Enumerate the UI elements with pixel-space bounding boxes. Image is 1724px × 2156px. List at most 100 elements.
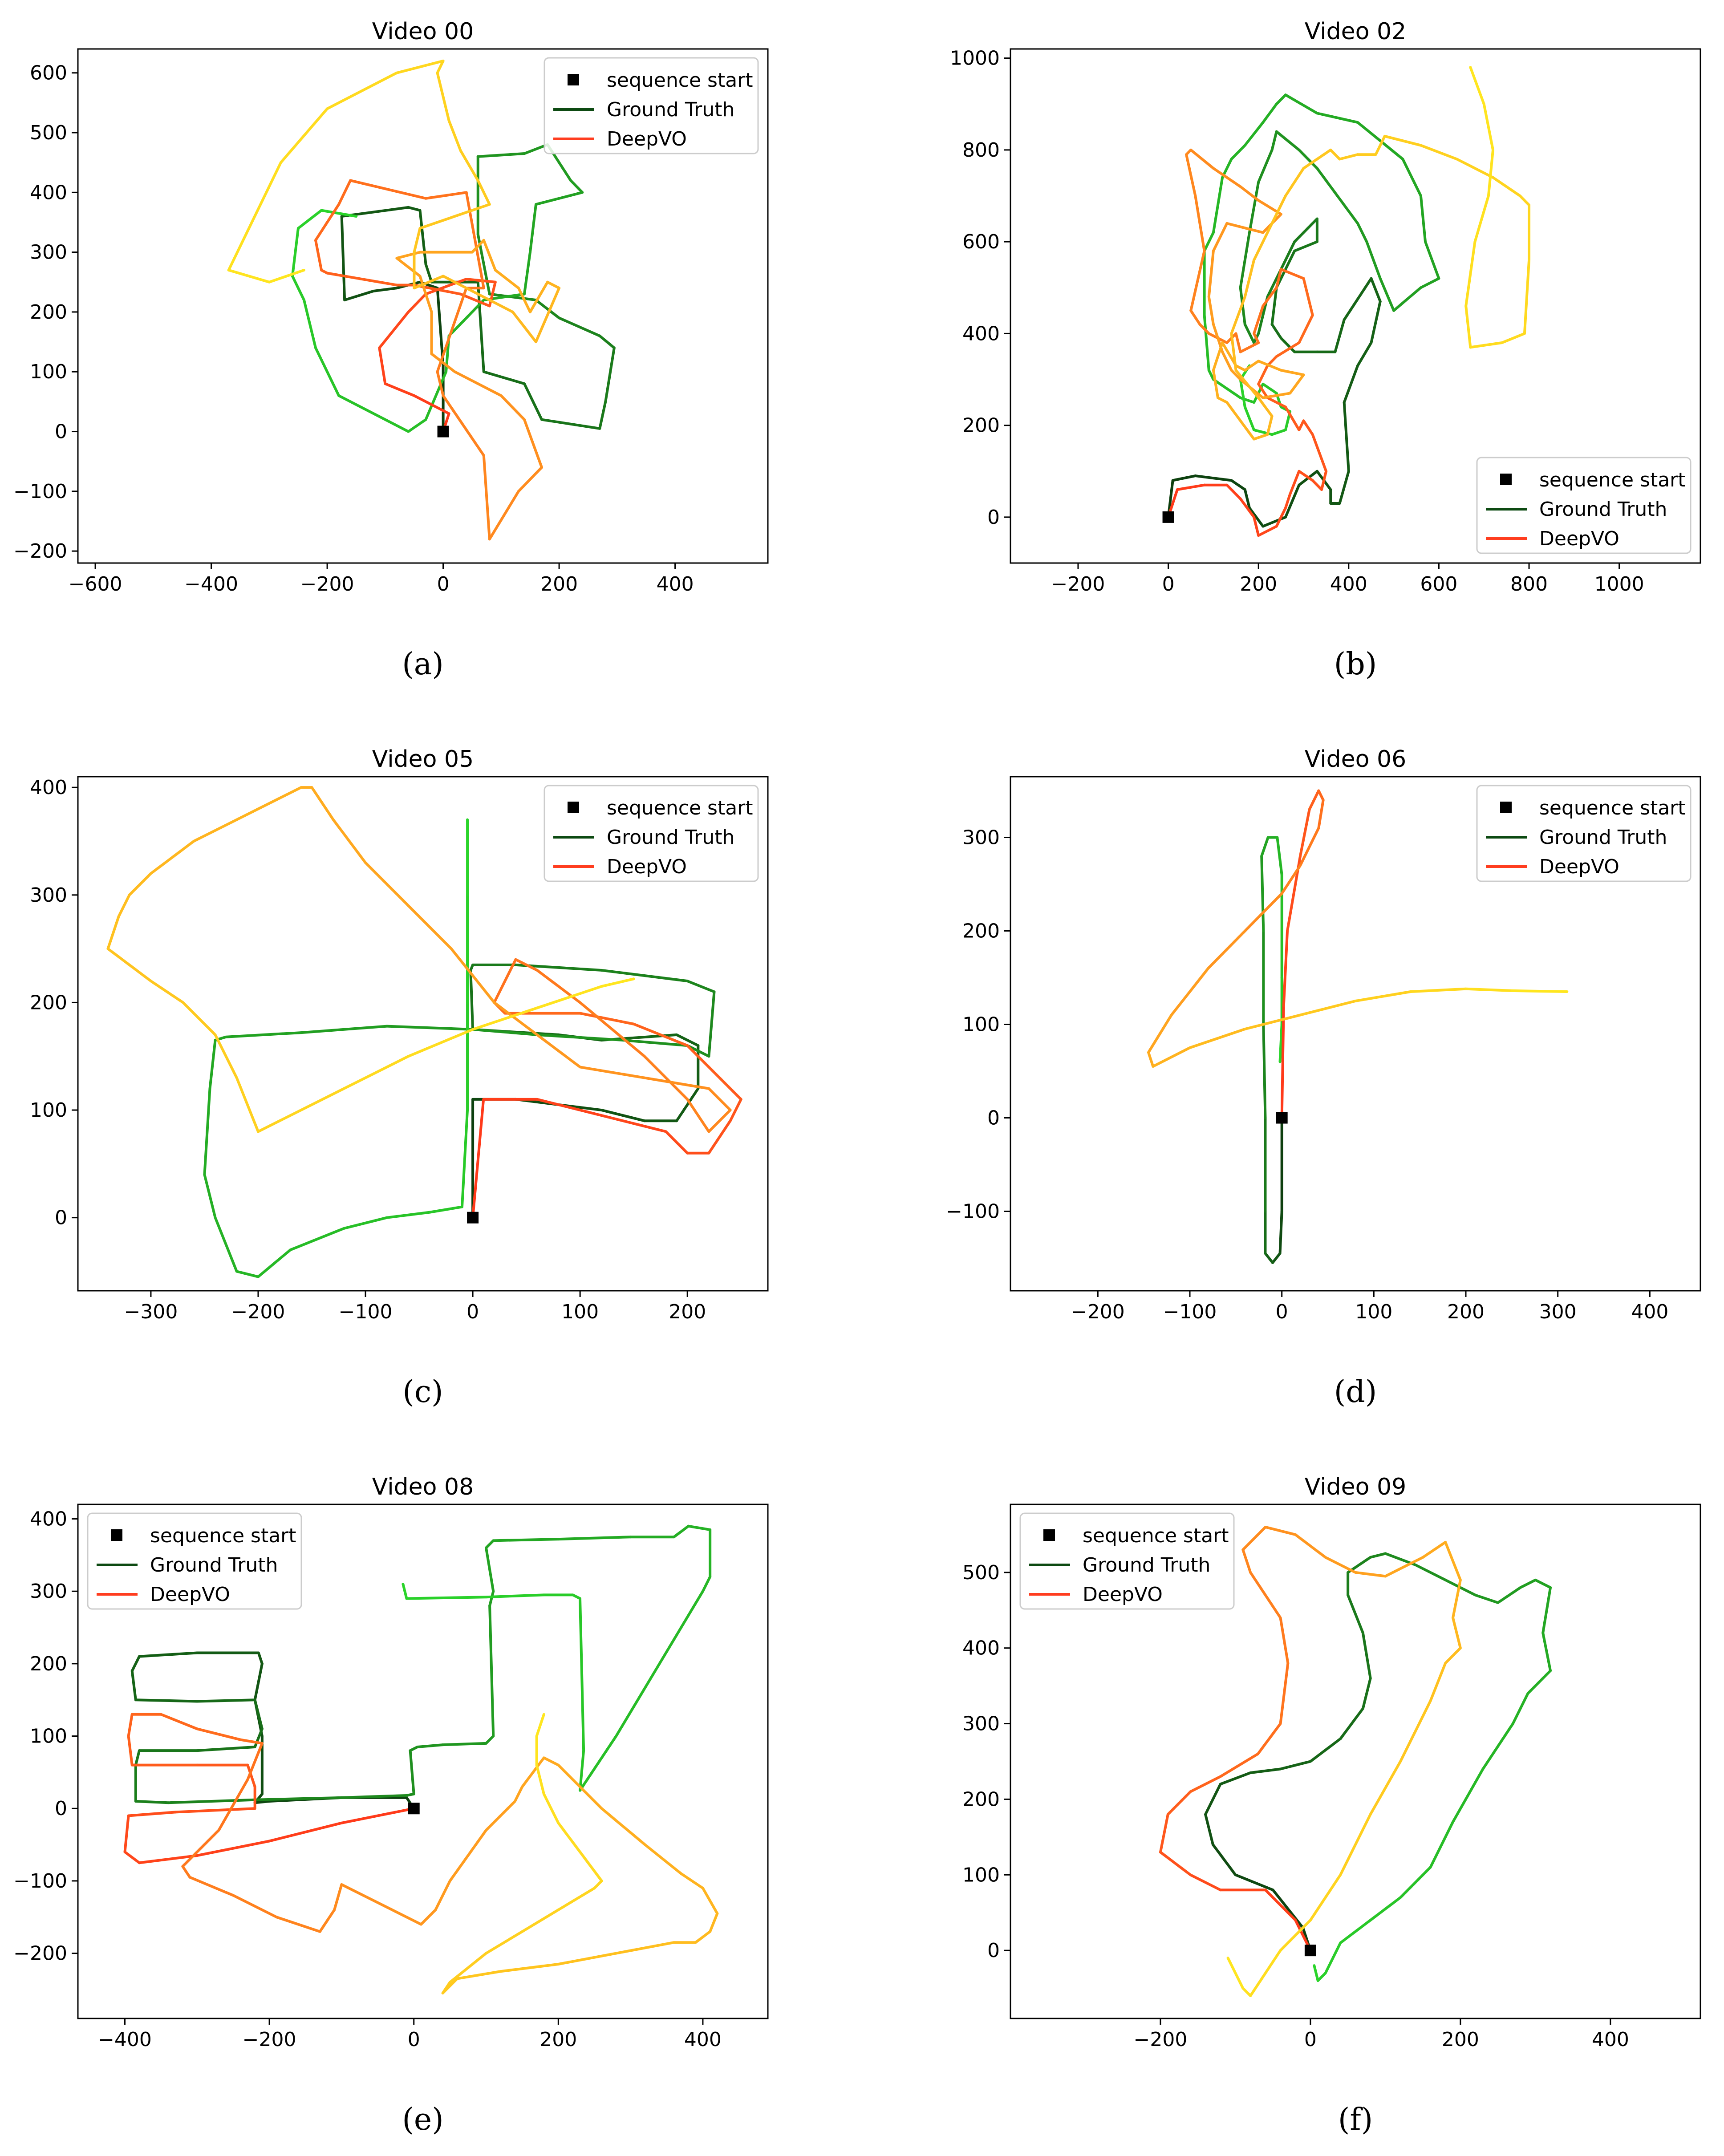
deepvo-trajectory — [227, 59, 561, 541]
trajectory-segment — [1294, 1533, 1327, 1559]
trajectory-segment — [1311, 479, 1323, 491]
sequence-start-marker — [408, 1803, 420, 1815]
trajectory-segment — [1452, 1616, 1462, 1649]
trajectory-segment — [1518, 195, 1531, 207]
trajectory-segment — [1339, 1813, 1372, 1876]
trajectory-segment — [542, 1756, 560, 1767]
trajectory-segment — [1271, 1889, 1305, 1929]
trajectory-segment — [430, 352, 456, 373]
trajectory-segment — [1253, 304, 1265, 335]
trajectory-segment — [436, 71, 450, 122]
trajectory-segment — [557, 1763, 603, 1810]
trajectory-segment — [310, 786, 335, 821]
legend-box — [1476, 785, 1692, 882]
trajectory-segment — [1256, 1722, 1282, 1755]
trajectory-segment — [1262, 102, 1278, 124]
trajectory-segment — [418, 203, 491, 230]
trajectory-segment — [1275, 249, 1296, 289]
trajectory-segment — [402, 1582, 408, 1600]
trajectory-segment — [1469, 66, 1485, 105]
trajectory-segment — [729, 1087, 742, 1101]
trajectory-segment — [130, 1655, 141, 1673]
x-tick-label: 100 — [561, 1301, 599, 1323]
trajectory-segment — [214, 1216, 238, 1273]
trajectory-segment — [557, 1952, 618, 1966]
y-tick-label: 200 — [962, 414, 1000, 437]
trajectory-segment — [1510, 989, 1569, 993]
trajectory-segment — [208, 1038, 217, 1090]
y-tick-label: 400 — [30, 181, 67, 204]
trajectory-segment — [1324, 1556, 1357, 1574]
y-tick-label: 500 — [30, 122, 67, 144]
trajectory-segment — [1334, 318, 1346, 353]
plot-area — [1167, 66, 1531, 537]
trajectory-segment — [1249, 1571, 1282, 1619]
trajectory-segment — [256, 1119, 281, 1133]
trajectory-segment — [1279, 1616, 1290, 1665]
trajectory-segment — [1194, 195, 1206, 252]
trajectory-segment — [579, 1749, 585, 1792]
trajectory-segment — [1270, 428, 1287, 436]
sequence-start-marker — [1304, 1945, 1316, 1957]
trajectory-segment — [482, 370, 526, 385]
x-tick-label: 200 — [1442, 2028, 1479, 2051]
trajectory-segment — [485, 1593, 545, 1599]
trajectory-segment — [1262, 286, 1278, 308]
x-tick-label: 400 — [1631, 1301, 1668, 1323]
trajectory-segment — [499, 1962, 560, 1973]
x-tick-label: −100 — [1163, 1301, 1217, 1323]
chart-panel-f: Video 09 −200 0 200 400 0 100 200 300 400 500 seque… — [962, 1474, 1701, 2137]
trajectory-segment — [1399, 1866, 1432, 1899]
y-tick-label: 100 — [30, 1099, 67, 1122]
trajectory-segment — [1481, 1722, 1514, 1771]
trajectory-segment — [535, 1763, 545, 1795]
chart-title: Video 09 — [1305, 1474, 1406, 1500]
trajectory-segment — [546, 280, 561, 290]
trajectory-segment — [1429, 1662, 1447, 1702]
legend: sequence start Ground Truth DeepVO — [87, 1512, 302, 1610]
y-tick-label: 600 — [962, 231, 1000, 253]
trajectory-segment — [528, 280, 549, 313]
trajectory-segment — [528, 203, 537, 254]
trajectory-segment — [1429, 1820, 1455, 1869]
trajectory-segment — [1207, 929, 1246, 970]
y-tick-label: 400 — [962, 1637, 1000, 1660]
ground-truth-trajectory — [203, 818, 716, 1278]
trajectory-segment — [535, 1033, 625, 1042]
trajectory-segment — [1329, 185, 1359, 225]
axes-frame — [1010, 48, 1701, 564]
legend-box — [1019, 1512, 1235, 1610]
legend-label: DeepVO — [150, 1583, 230, 1606]
trajectory-segment — [1452, 1578, 1462, 1619]
trajectory-segment — [253, 1796, 343, 1801]
trajectory-segment — [1279, 1919, 1312, 1952]
trajectory-segment — [535, 1713, 545, 1738]
y-tick-label: 200 — [962, 920, 1000, 943]
trajectory-segment — [664, 1130, 689, 1155]
trajectory-segment — [471, 239, 485, 254]
trajectory-segment — [134, 1799, 170, 1804]
trajectory-segment — [340, 215, 346, 302]
trajectory-segment — [1239, 341, 1260, 353]
y-tick-label: 400 — [30, 776, 67, 799]
trajectory-segment — [1455, 158, 1494, 179]
trajectory-segment — [253, 1727, 264, 1748]
x-tick-label: 0 — [466, 1301, 479, 1323]
trajectory-segment — [1275, 268, 1282, 289]
trajectory-segment — [203, 1173, 217, 1219]
trajectory-segment — [424, 263, 433, 284]
trajectory-segment — [1474, 1593, 1500, 1604]
trajectory-segment — [1280, 864, 1302, 895]
trajectory-segment — [1225, 483, 1242, 500]
sequence-start-marker — [1276, 1112, 1288, 1124]
trajectory-segment — [1289, 470, 1301, 496]
trajectory-segment — [1266, 415, 1274, 436]
trajectory-segment — [579, 1850, 603, 1882]
trajectory-segment — [1523, 259, 1531, 335]
trajectory-segment — [540, 418, 601, 430]
trajectory-segment — [416, 1743, 444, 1748]
trajectory-segment — [1313, 1964, 1319, 1982]
trajectory-segment — [1270, 130, 1278, 151]
y-tick-label: −200 — [13, 1942, 67, 1965]
trajectory-segment — [1282, 929, 1289, 1007]
